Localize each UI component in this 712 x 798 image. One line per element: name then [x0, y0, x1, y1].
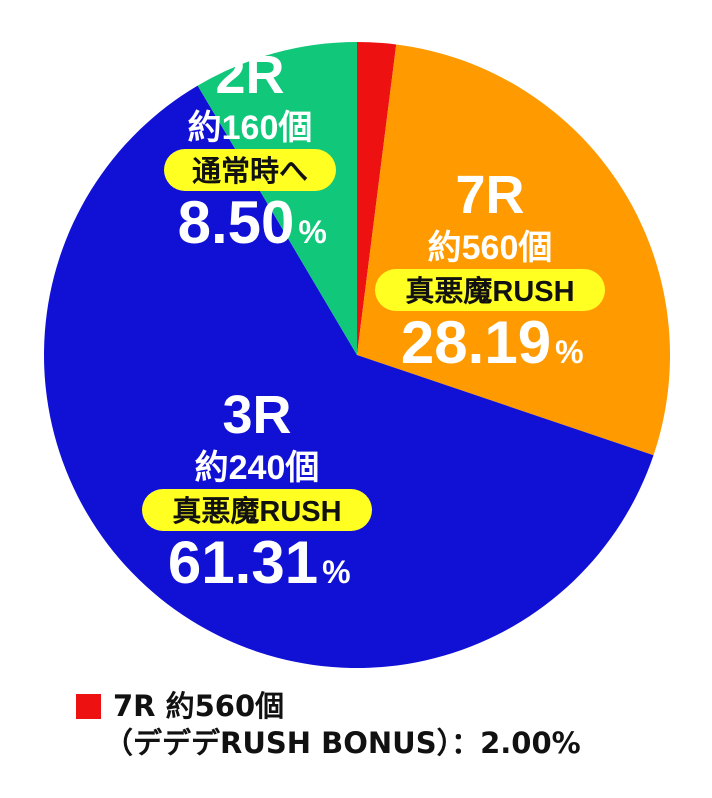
route-badge-label: 真悪魔RUSH [172, 495, 341, 528]
route-badge [375, 269, 605, 311]
pie-slice-r2 [197, 42, 357, 355]
pie-slice-r7 [357, 44, 670, 456]
pie-slice-rush-bonus [357, 42, 397, 355]
legend-swatch [76, 693, 101, 719]
slice-percent-unit: % [322, 554, 350, 590]
legend: 7R 約560個 （デデデRUSH BONUS）：2.00% [76, 688, 581, 762]
slice-percent-unit: % [298, 214, 326, 250]
route-badge-label: 通常時へ [192, 155, 308, 188]
slice-percent-unit: % [555, 334, 583, 370]
slice-round-label: 3R [222, 385, 291, 445]
slice-percent-value: 28.19 [401, 309, 551, 376]
slice-payout-label: 約560個 [428, 229, 553, 267]
route-badge-label: 真悪魔RUSH [405, 275, 574, 308]
legend-row-1: 7R 約560個 [76, 688, 581, 724]
legend-line-1: 7R 約560個 [113, 689, 285, 723]
route-badge [142, 489, 372, 531]
slice-percent-value: 8.50 [178, 189, 295, 256]
slice-payout-label: 約240個 [195, 449, 320, 487]
slice-payout-label: 約160個 [188, 109, 313, 147]
slice-percent-value: 61.31 [168, 529, 318, 596]
slice-round-label: 7R [455, 165, 524, 225]
route-badge [164, 149, 336, 191]
legend-line-2: （デデデRUSH BONUS）：2.00% [104, 726, 581, 760]
slice-round-label: 2R [215, 45, 284, 105]
